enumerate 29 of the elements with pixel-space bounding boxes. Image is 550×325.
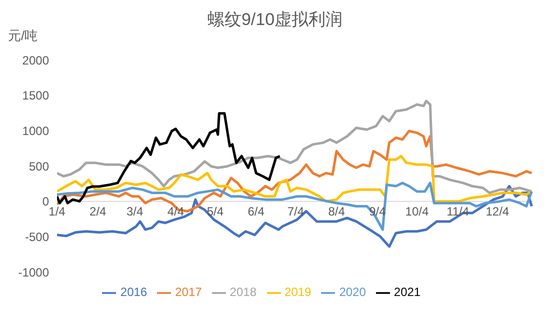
x-tick-label: 7/4 bbox=[287, 204, 304, 218]
legend-label: 2017 bbox=[175, 285, 202, 299]
x-tick-label: 11/4 bbox=[446, 204, 470, 218]
x-tick-label: 12/4 bbox=[486, 204, 510, 218]
x-tick-label: 6/4 bbox=[248, 204, 265, 218]
legend-label: 2021 bbox=[394, 285, 421, 299]
x-tick-label: 5/4 bbox=[206, 204, 224, 218]
y-tick-label: -1000 bbox=[18, 265, 50, 280]
legend-label: 2020 bbox=[339, 285, 366, 299]
line-series bbox=[57, 112, 282, 204]
y-axis-title: 元/吨 bbox=[8, 27, 38, 45]
y-tick-label: 1500 bbox=[22, 88, 50, 103]
legend-label: 2019 bbox=[284, 285, 312, 299]
x-tick-label: 2/4 bbox=[90, 204, 107, 218]
line-series bbox=[57, 154, 533, 203]
x-tick-label: 4/4 bbox=[167, 204, 184, 218]
legend-label: 2018 bbox=[230, 285, 256, 299]
y-tick-label: 0 bbox=[42, 194, 50, 209]
x-tick-label: 1/4 bbox=[48, 204, 66, 218]
y-tick-label: 500 bbox=[28, 159, 50, 174]
y-tick-label: -500 bbox=[24, 230, 50, 244]
legend-label: 2016 bbox=[120, 285, 148, 299]
x-tick-label: 8/4 bbox=[328, 204, 346, 218]
y-tick-label: 2000 bbox=[22, 53, 50, 68]
y-tick-label: 1000 bbox=[22, 124, 50, 138]
chart-title: 螺纹9/10虚拟利润 bbox=[207, 10, 343, 29]
line-series bbox=[57, 100, 533, 194]
x-tick-label: 10/4 bbox=[405, 204, 429, 218]
x-tick-label: 3/4 bbox=[126, 204, 144, 218]
